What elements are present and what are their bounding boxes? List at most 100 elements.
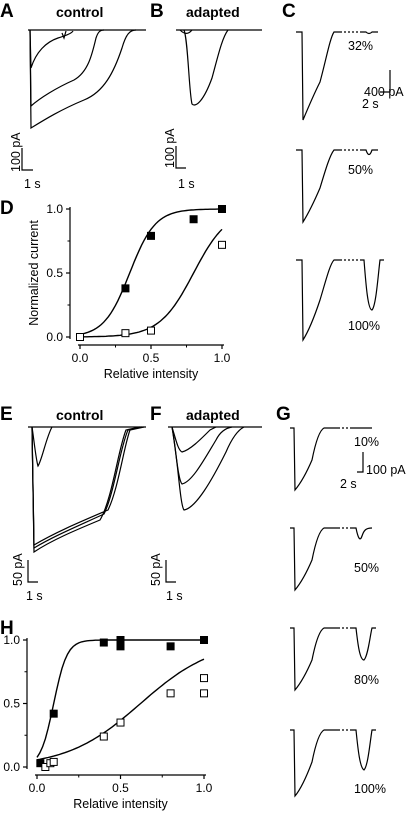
- chart-h-point-open: [116, 718, 125, 727]
- panel-f-title: adapted: [186, 407, 240, 423]
- panel-f-scale-x: 1 s: [166, 589, 183, 603]
- chart-h-fit-0: [36, 639, 204, 758]
- panel-c-trace-100: [296, 259, 340, 343]
- chart-h-xtick-label: 0.5: [112, 781, 129, 795]
- chart-h-point-open: [200, 674, 208, 683]
- panel-e-trace-bright-1: [31, 426, 141, 554]
- chart-d-point-filled: [189, 215, 198, 224]
- chart-h-point-open: [166, 689, 175, 698]
- panel-c-traces: [296, 31, 384, 343]
- chart-h-point-open: [49, 757, 58, 766]
- panel-g-scale-x: 2 s: [340, 477, 357, 491]
- panel-c-scale-y: 400 pA: [364, 85, 404, 99]
- panel-f-trace-dim: [171, 426, 217, 453]
- chart-h-point-filled: [116, 636, 125, 644]
- panel-e-trace-bright-3: [31, 426, 145, 547]
- panel-e-title: control: [56, 407, 103, 423]
- panel-b-title: adapted: [186, 4, 240, 20]
- chart-d-point-open: [147, 326, 155, 335]
- panel-f-traces: [168, 426, 262, 511]
- panel-c-label-32: 32%: [348, 39, 373, 53]
- panel-g-trace-80: [290, 627, 338, 692]
- panel-f-scale-y: 50 pA: [149, 553, 163, 586]
- chart-d: 0.0 0.5 1.0 0.0 0.5 1.0 Relative intensity Norm…: [27, 202, 231, 381]
- chart-d-xtick-label: 0.5: [143, 351, 160, 365]
- chart-h-xlabel: Relative intensity: [73, 797, 168, 811]
- panel-f-trace-mid: [171, 426, 233, 485]
- panel-c-trace-32: [296, 31, 340, 121]
- panel-g-label-80: 80%: [354, 673, 379, 687]
- chart-h-ytick-label: 0.5: [3, 697, 20, 711]
- chart-h-point-filled: [49, 709, 58, 718]
- chart-d-point-filled: [121, 284, 130, 293]
- panel-c-scale-x: 2 s: [362, 97, 379, 111]
- panel-g-trace-10: [290, 427, 338, 492]
- chart-d-point-filled: [147, 231, 155, 240]
- chart-d-point-open: [218, 240, 226, 249]
- panel-letter-e: E: [0, 404, 13, 425]
- panel-g-label-10: 10%: [354, 435, 379, 449]
- chart-d-ytick-label: 1.0: [46, 202, 63, 216]
- panel-b-trace-bright: [183, 29, 229, 106]
- panel-b-scale-x: 1 s: [178, 177, 195, 191]
- panel-c-trace-100-test: [360, 259, 384, 311]
- chart-h-ytick-label: 0.0: [3, 760, 20, 774]
- panel-letter-c: C: [282, 1, 296, 22]
- chart-h-point-open: [200, 689, 208, 698]
- panel-g-traces: [290, 427, 376, 798]
- chart-d-xlabel: Relative intensity: [104, 367, 199, 381]
- panel-a-scalebar: [21, 148, 33, 171]
- panel-letter-f: F: [150, 404, 162, 425]
- panel-letter-a: A: [0, 1, 14, 22]
- chart-d-fit-0: [79, 208, 222, 336]
- chart-h-xtick-label: 1.0: [196, 781, 213, 795]
- panel-b-scalebar: [175, 146, 186, 169]
- panel-c-trace-50: [296, 149, 340, 225]
- panel-g-trace-80-test: [352, 627, 376, 661]
- chart-d-point-open: [121, 329, 130, 338]
- chart-d-ytick-label: 0.0: [46, 330, 63, 344]
- panel-a-scale-y: 100 pA: [9, 132, 23, 172]
- panel-e-scalebar: [27, 560, 38, 583]
- chart-h-point-filled: [200, 636, 208, 644]
- chart-h-point-filled: [99, 638, 108, 647]
- panel-e-traces: [28, 426, 146, 554]
- panel-g-trace-50: [290, 527, 338, 592]
- panel-c-label-50: 50%: [348, 163, 373, 177]
- panel-b-scale-y: 100 pA: [163, 128, 177, 168]
- chart-d-point-open: [76, 333, 84, 341]
- panel-e-trace-bright-2: [31, 426, 143, 550]
- panel-a-scale-x: 1 s: [24, 177, 41, 191]
- panel-f-scalebar: [165, 560, 176, 583]
- panel-g-label-100: 100%: [354, 782, 386, 796]
- panel-f-trace-bright: [171, 426, 245, 511]
- panel-a-trace-mid: [29, 29, 105, 108]
- chart-d-fit-1: [80, 228, 223, 338]
- panel-a-trace-artifact: [61, 30, 67, 40]
- chart-d-ytick-label: 0.5: [46, 266, 63, 280]
- chart-h-xtick-label: 0.0: [29, 781, 46, 795]
- chart-h-ytick-label: 1.0: [3, 633, 20, 647]
- panel-c-trace-50-test: [360, 149, 378, 156]
- panel-b-traces: [176, 29, 262, 106]
- chart-h-point-open: [99, 732, 108, 741]
- chart-d-xtick-label: 1.0: [214, 351, 231, 365]
- panel-letter-d: D: [0, 198, 14, 219]
- panel-e-scale-y: 50 pA: [11, 553, 25, 586]
- chart-d-xtick-label: 0.0: [72, 351, 89, 365]
- panel-letter-g: G: [276, 404, 291, 425]
- chart-d-point-filled: [218, 205, 226, 213]
- panel-e-trace-dim: [31, 426, 53, 468]
- panel-g-trace-50-test: [352, 527, 373, 540]
- panel-g-label-50: 50%: [354, 561, 379, 575]
- panel-a-title: control: [56, 4, 103, 20]
- chart-h-fit-1: [36, 658, 205, 761]
- panel-g-trace-100-test: [352, 729, 376, 771]
- panel-g-scale-y: 100 pA: [366, 463, 406, 477]
- panel-letter-b: B: [150, 1, 164, 22]
- panel-e-scale-x: 1 s: [26, 589, 43, 603]
- panel-g-trace-100: [290, 729, 338, 798]
- panel-letter-h: H: [0, 618, 14, 639]
- panel-a-traces: [28, 29, 146, 130]
